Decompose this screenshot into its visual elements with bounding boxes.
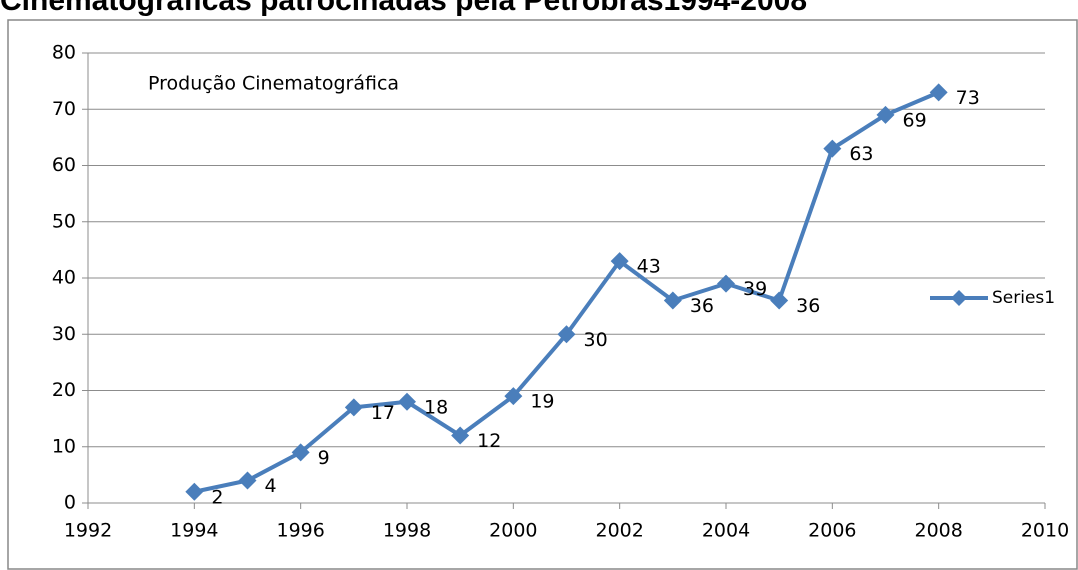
- x-tick-label: 2008: [914, 520, 962, 542]
- data-label: 9: [318, 447, 330, 469]
- marker: [291, 443, 310, 462]
- marker: [557, 325, 576, 344]
- marker: [717, 274, 735, 293]
- marker: [876, 105, 895, 124]
- marker: [663, 291, 682, 310]
- marker: [770, 291, 789, 310]
- y-tick-label: 30: [52, 323, 76, 345]
- marker: [610, 252, 629, 271]
- marker: [823, 139, 842, 158]
- marker: [504, 387, 523, 406]
- chart-title: Cinematográficas patrocinadas pela Petro…: [0, 0, 807, 17]
- x-tick-label: 2010: [1021, 520, 1069, 542]
- annotation: Produção Cinematográfica: [148, 73, 399, 95]
- data-label: 19: [530, 391, 554, 413]
- y-tick-label: 60: [52, 154, 76, 176]
- marker: [238, 471, 257, 490]
- data-label: 17: [371, 402, 395, 424]
- y-tick-label: 20: [52, 379, 76, 401]
- x-tick-label: 1996: [276, 520, 324, 542]
- legend-label: Series1: [992, 288, 1055, 308]
- data-label: 36: [690, 295, 714, 317]
- y-tick-label: 10: [52, 435, 76, 457]
- marker: [929, 83, 948, 102]
- data-label: 43: [637, 256, 661, 278]
- chart-frame: [7, 19, 1078, 570]
- x-tick-label: 2004: [702, 520, 750, 542]
- data-label: 73: [956, 87, 980, 109]
- data-label: 18: [424, 396, 448, 418]
- data-label: 39: [743, 278, 767, 300]
- legend-marker: [951, 290, 967, 306]
- marker: [185, 482, 204, 501]
- marker: [344, 398, 363, 417]
- y-tick-label: 0: [64, 492, 76, 514]
- marker: [398, 392, 416, 411]
- x-tick-label: 1998: [383, 520, 431, 542]
- x-tick-label: 2006: [808, 520, 856, 542]
- data-label: 2: [211, 486, 223, 508]
- x-tick-label: 2000: [489, 520, 537, 542]
- x-tick-label: 1994: [170, 520, 218, 542]
- data-label: 30: [584, 329, 608, 351]
- data-label: 12: [477, 430, 501, 452]
- y-tick-label: 80: [52, 42, 76, 64]
- data-label: 4: [265, 475, 277, 497]
- data-label: 36: [796, 295, 820, 317]
- data-label: 69: [903, 109, 927, 131]
- x-tick-label: 1992: [64, 520, 112, 542]
- marker: [451, 426, 470, 445]
- y-tick-label: 40: [52, 267, 76, 289]
- y-tick-label: 70: [52, 98, 76, 120]
- data-label: 63: [849, 143, 873, 165]
- x-tick-label: 2002: [595, 520, 643, 542]
- y-tick-label: 50: [52, 210, 76, 232]
